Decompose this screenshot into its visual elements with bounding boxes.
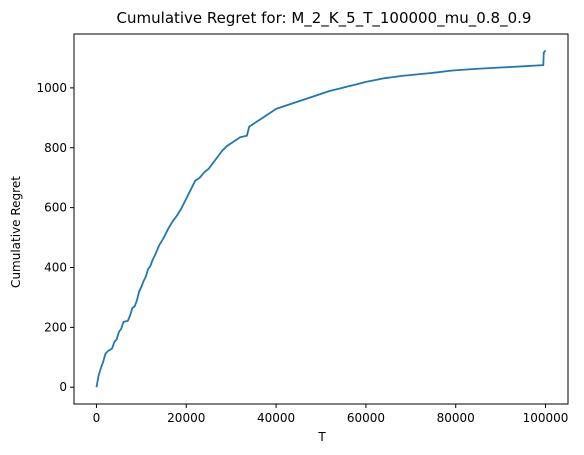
- y-tick-label: 600: [44, 201, 67, 215]
- regret-line: [95, 49, 547, 388]
- chart-title: Cumulative Regret for: M_2_K_5_T_100000_…: [117, 9, 532, 28]
- y-tick-label: 0: [59, 380, 67, 394]
- x-tick-label: 60000: [347, 411, 385, 425]
- y-axis-ticks: 0 200 400 600 800 1000: [36, 81, 74, 394]
- y-tick-label: 400: [44, 260, 67, 274]
- x-axis-label: T: [317, 430, 326, 444]
- x-axis-ticks: 0 20000 40000 60000 80000 100000: [93, 404, 569, 425]
- x-tick-label: 100000: [523, 411, 569, 425]
- x-tick-label: 80000: [437, 411, 475, 425]
- x-tick-label: 0: [93, 411, 101, 425]
- y-tick-label: 800: [44, 141, 67, 155]
- x-tick-label: 40000: [257, 411, 295, 425]
- plot-area: 0 20000 40000 60000 80000 100000 0 200 400 600 80…: [36, 33, 569, 425]
- axes-frame: [73, 33, 569, 405]
- y-axis-label: Cumulative Regret: [9, 176, 23, 288]
- x-tick-label: 20000: [167, 411, 205, 425]
- y-tick-label: 200: [44, 320, 67, 334]
- y-tick-label: 1000: [36, 81, 67, 95]
